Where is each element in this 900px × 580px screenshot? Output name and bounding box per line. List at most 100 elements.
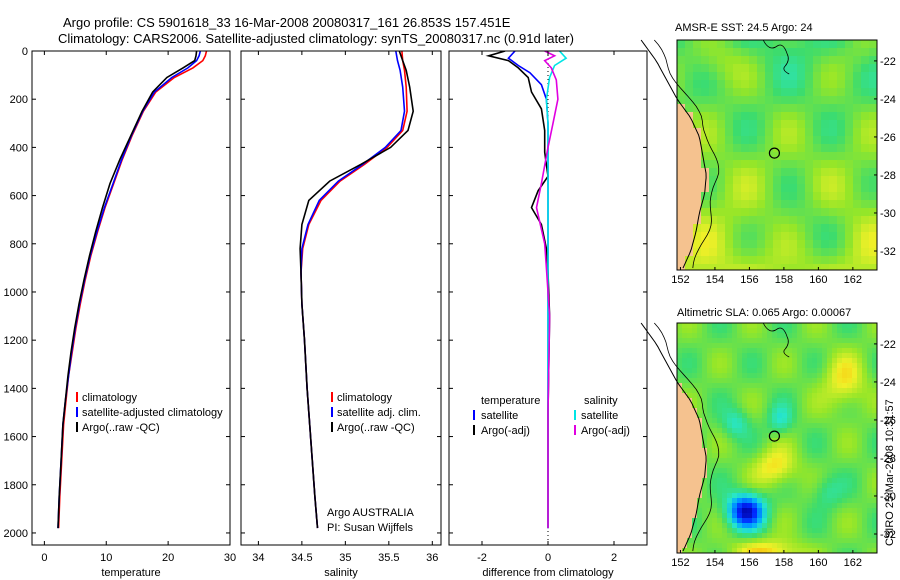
sla-heatmap-cell	[742, 518, 748, 524]
sla-heatmap-cell	[747, 383, 753, 389]
sla-heatmap-cell	[817, 523, 823, 529]
sla-heatmap-cell	[817, 498, 823, 504]
sla-heatmap-cell	[757, 508, 763, 514]
sst-heatmap-cell	[757, 72, 766, 81]
sla-heatmap-cell	[752, 448, 758, 454]
sla-heatmap-cell	[847, 468, 853, 474]
salinity-panel: 34 34.5 35 35.5 36salinityclimatologysatelli…	[240, 50, 442, 579]
sla-heatmap-cell	[812, 378, 818, 384]
sst-heatmap-cell	[733, 144, 742, 153]
sla-heatmap-cell	[687, 548, 693, 554]
sla-heatmap-cell	[747, 513, 753, 519]
sla-heatmap-cell	[762, 498, 768, 504]
sla-heatmap-cell	[787, 493, 793, 499]
sla-heatmap-cell	[867, 543, 873, 549]
sst-heatmap-cell	[837, 112, 846, 121]
sla-heatmap-cell	[862, 488, 868, 494]
sst-heatmap-cell	[853, 224, 862, 233]
sla-heatmap-cell	[832, 363, 838, 369]
sla-heatmap-cell	[767, 493, 773, 499]
sla-heatmap-cell	[772, 463, 778, 469]
sla-heatmap-cell	[687, 363, 693, 369]
sst-heatmap-cell	[781, 120, 790, 129]
sla-heatmap-cell	[852, 458, 858, 464]
sla-heatmap-cell	[762, 398, 768, 404]
temperature-series-satellite-adjusted-climatology	[57, 51, 202, 529]
sst-heatmap-cell	[789, 216, 798, 225]
sla-heatmap-cell	[762, 408, 768, 414]
sla-heatmap-cell	[717, 348, 723, 354]
sla-heatmap-cell	[747, 408, 753, 414]
sla-heatmap-cell	[857, 343, 863, 349]
sla-heatmap-cell	[712, 493, 718, 499]
sla-heatmap-cell	[752, 543, 758, 549]
sla-heatmap-cell	[832, 373, 838, 379]
sla-heatmap-cell	[857, 378, 863, 384]
sla-heatmap-cell	[832, 548, 838, 554]
sst-heatmap-cell	[717, 216, 726, 225]
sla-heatmap-cell	[722, 503, 728, 509]
sla-heatmap-cell	[702, 333, 708, 339]
sla-heatmap-cell	[687, 408, 693, 414]
sla-heatmap-cell	[782, 543, 788, 549]
sla-heatmap-cell	[722, 428, 728, 434]
sla-heatmap-cell	[872, 353, 878, 359]
sla-heatmap-cell	[787, 508, 793, 514]
sla-heatmap-cell	[797, 353, 803, 359]
sst-heatmap-cell	[869, 264, 878, 271]
sla-heatmap-cell	[732, 503, 738, 509]
sla-lon-tick-label: 158	[775, 557, 793, 569]
sla-heatmap-cell	[867, 358, 873, 364]
sst-heatmap-cell	[717, 224, 726, 233]
sst-heatmap-cell	[861, 208, 870, 217]
sst-heatmap-cell	[773, 152, 782, 161]
sst-heatmap-cell	[749, 176, 758, 185]
sst-heatmap-cell	[701, 88, 710, 97]
sla-heatmap-cell	[827, 358, 833, 364]
sla-heatmap-cell	[732, 433, 738, 439]
sla-heatmap-cell	[867, 338, 873, 344]
sla-heatmap-cell	[682, 468, 688, 474]
sla-heatmap-cell	[817, 378, 823, 384]
sla-heatmap-cell	[777, 388, 783, 394]
sst-heatmap-cell	[829, 72, 838, 81]
sla-heatmap-cell	[872, 423, 878, 429]
sst-heatmap-cell	[741, 56, 750, 65]
sla-heatmap-cell	[807, 478, 813, 484]
sla-heatmap-cell	[797, 403, 803, 409]
sst-heatmap-cell	[757, 176, 766, 185]
sla-heatmap-cell	[742, 513, 748, 519]
sla-heatmap-cell	[757, 353, 763, 359]
sst-heatmap-cell	[741, 152, 750, 161]
sst-heatmap-cell	[821, 72, 830, 81]
sla-heatmap-cell	[837, 488, 843, 494]
sst-heatmap-cell	[813, 104, 822, 113]
sst-heatmap-cell	[853, 192, 862, 201]
sla-heatmap-cell	[777, 418, 783, 424]
sla-heatmap-cell	[782, 348, 788, 354]
sla-heatmap-cell	[707, 483, 713, 489]
sla-heatmap-cell	[762, 463, 768, 469]
sst-heatmap-cell	[813, 200, 822, 209]
sla-heatmap-cell	[847, 383, 853, 389]
sla-heatmap-cell	[757, 388, 763, 394]
sla-heatmap-cell	[792, 403, 798, 409]
sla-heatmap-cell	[862, 463, 868, 469]
sst-heatmap-cell	[773, 80, 782, 89]
sla-heatmap-cell	[727, 473, 733, 479]
sla-heatmap-cell	[767, 368, 773, 374]
sst-heatmap-cell	[765, 208, 774, 217]
sla-heatmap-cell	[797, 333, 803, 339]
sst-heatmap-cell	[741, 40, 750, 49]
sla-heatmap-cell	[717, 523, 723, 529]
sla-heatmap-cell	[832, 498, 838, 504]
sla-heatmap-cell	[717, 503, 723, 509]
sst-heatmap-cell	[861, 112, 870, 121]
sst-heatmap-cell	[693, 168, 702, 177]
temperature-legend-label: satellite-adjusted climatology	[82, 407, 223, 419]
sst-heatmap-cell	[797, 112, 806, 121]
sst-heatmap-cell	[725, 136, 734, 145]
sla-heatmap-cell	[842, 373, 848, 379]
sla-heatmap-cell	[777, 368, 783, 374]
sla-heatmap-cell	[752, 528, 758, 534]
